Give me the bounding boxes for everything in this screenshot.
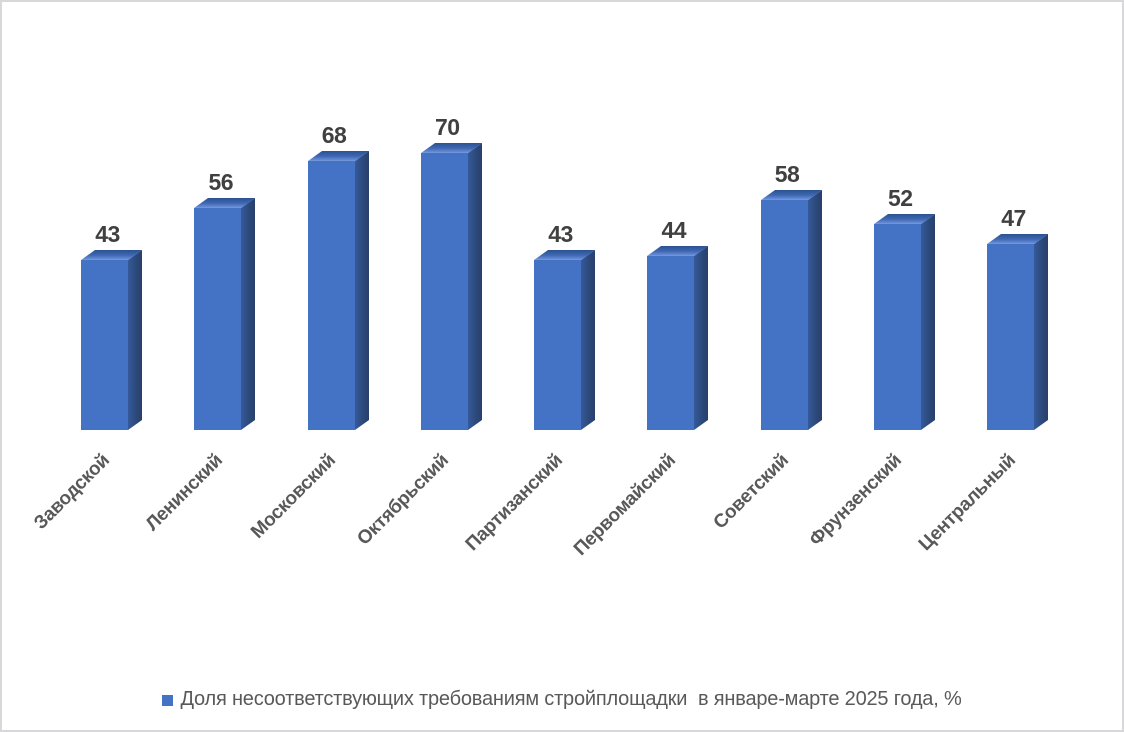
value-label: 70 [434, 113, 460, 140]
bar-side-face [241, 198, 256, 430]
value-label: 44 [661, 216, 687, 243]
bar-side-face [694, 245, 709, 430]
bar-side-face [354, 150, 369, 430]
bar-side-face [807, 190, 822, 430]
bar-front-face [307, 160, 355, 430]
bar-front-face [760, 200, 808, 430]
bar-front-face [987, 243, 1034, 430]
value-label: 68 [321, 121, 347, 148]
bar-front-face [81, 259, 128, 430]
bar-side-face [920, 214, 935, 430]
bar-front-face [534, 259, 581, 430]
bar-side-face [1034, 233, 1048, 430]
value-label: 58 [774, 161, 800, 188]
legend: Доля несоответствующих требованиям строй… [2, 686, 1122, 712]
bar-front-face [420, 152, 468, 430]
value-label: 52 [887, 185, 913, 212]
value-label: 43 [548, 220, 573, 247]
value-label: 47 [1001, 204, 1026, 231]
bar-side-face [128, 249, 142, 430]
bar-front-face [194, 208, 242, 430]
bar-front-face [647, 255, 695, 430]
value-label: 43 [95, 220, 120, 247]
legend-marker-icon [162, 694, 174, 706]
legend-series-label: Доля несоответствующих требованиям строй… [180, 688, 962, 710]
bar-front-face [873, 224, 921, 430]
value-label: 56 [208, 169, 234, 196]
bar-side-face [581, 249, 595, 430]
bar-side-face [467, 142, 482, 430]
